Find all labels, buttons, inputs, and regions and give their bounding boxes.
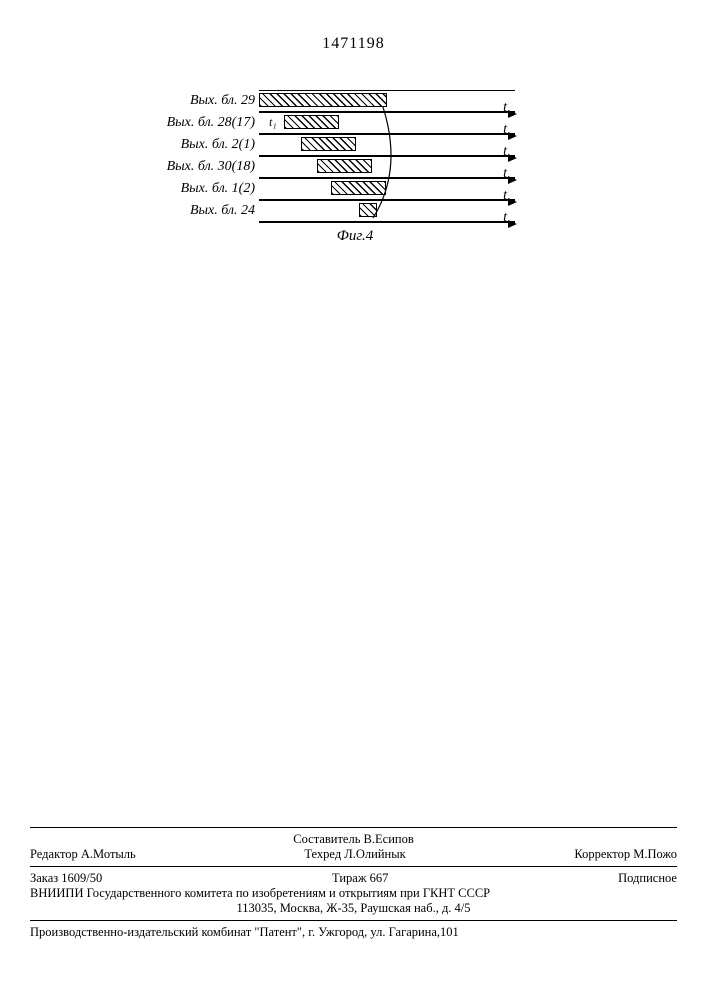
order-number: Заказ 1609/50 (30, 871, 102, 886)
separator (30, 920, 677, 921)
row-label: Вых. бл. 24 (145, 203, 259, 219)
corrector: Корректор М.Пожо (574, 847, 677, 862)
subscription: Подписное (618, 871, 677, 886)
tirage: Тираж 667 (332, 871, 388, 886)
separator (30, 827, 677, 828)
timeline: t (259, 178, 515, 201)
timing-row: Вых. бл. 24t (145, 200, 515, 222)
org-line-1: ВНИИПИ Государственного комитета по изоб… (30, 886, 677, 901)
figure-label: Фиг.4 (195, 228, 515, 245)
timing-row: Вых. бл. 29t (145, 90, 515, 112)
timing-row: Вых. бл. 2(1)t (145, 134, 515, 156)
row-label: Вых. бл. 2(1) (145, 137, 259, 153)
row-label: Вых. бл. 28(17) (145, 115, 259, 131)
timing-row: Вых. бл. 1(2)t (145, 178, 515, 200)
timeline: t (259, 200, 515, 223)
timing-row: Вых. бл. 30(18)t (145, 156, 515, 178)
timing-row: Вых. бл. 28(17)t₁t (145, 112, 515, 134)
timeline: t₁t (259, 112, 515, 135)
org-line-2: Производственно-издательский комбинат "П… (30, 925, 677, 940)
editor: Редактор А.Мотыль (30, 847, 136, 862)
arrow-icon (508, 220, 517, 228)
row-label: Вых. бл. 29 (145, 93, 259, 109)
timeline: t (259, 156, 515, 179)
timeline: t (259, 134, 515, 157)
addr-line-1: 113035, Москва, Ж-35, Раушская наб., д. … (30, 901, 677, 916)
pulse (259, 93, 387, 107)
timeline: t (259, 90, 515, 113)
t1-label: t₁ (269, 115, 277, 130)
pulse (331, 181, 386, 195)
imprint-block: Составитель В.Есипов Редактор А.Мотыль Т… (30, 823, 677, 940)
page-number: 1471198 (0, 35, 707, 53)
pulse (284, 115, 339, 129)
techred: Техред Л.Олийнык (304, 847, 405, 862)
pulse (317, 159, 372, 173)
pulse (359, 203, 377, 217)
axis-label: t (503, 210, 507, 226)
timing-diagram: Вых. бл. 29tВых. бл. 28(17)t₁tВых. бл. 2… (145, 90, 515, 245)
row-label: Вых. бл. 1(2) (145, 181, 259, 197)
row-label: Вых. бл. 30(18) (145, 159, 259, 175)
compiler: Составитель В.Есипов (30, 832, 677, 847)
separator (30, 866, 677, 867)
pulse (301, 137, 356, 151)
